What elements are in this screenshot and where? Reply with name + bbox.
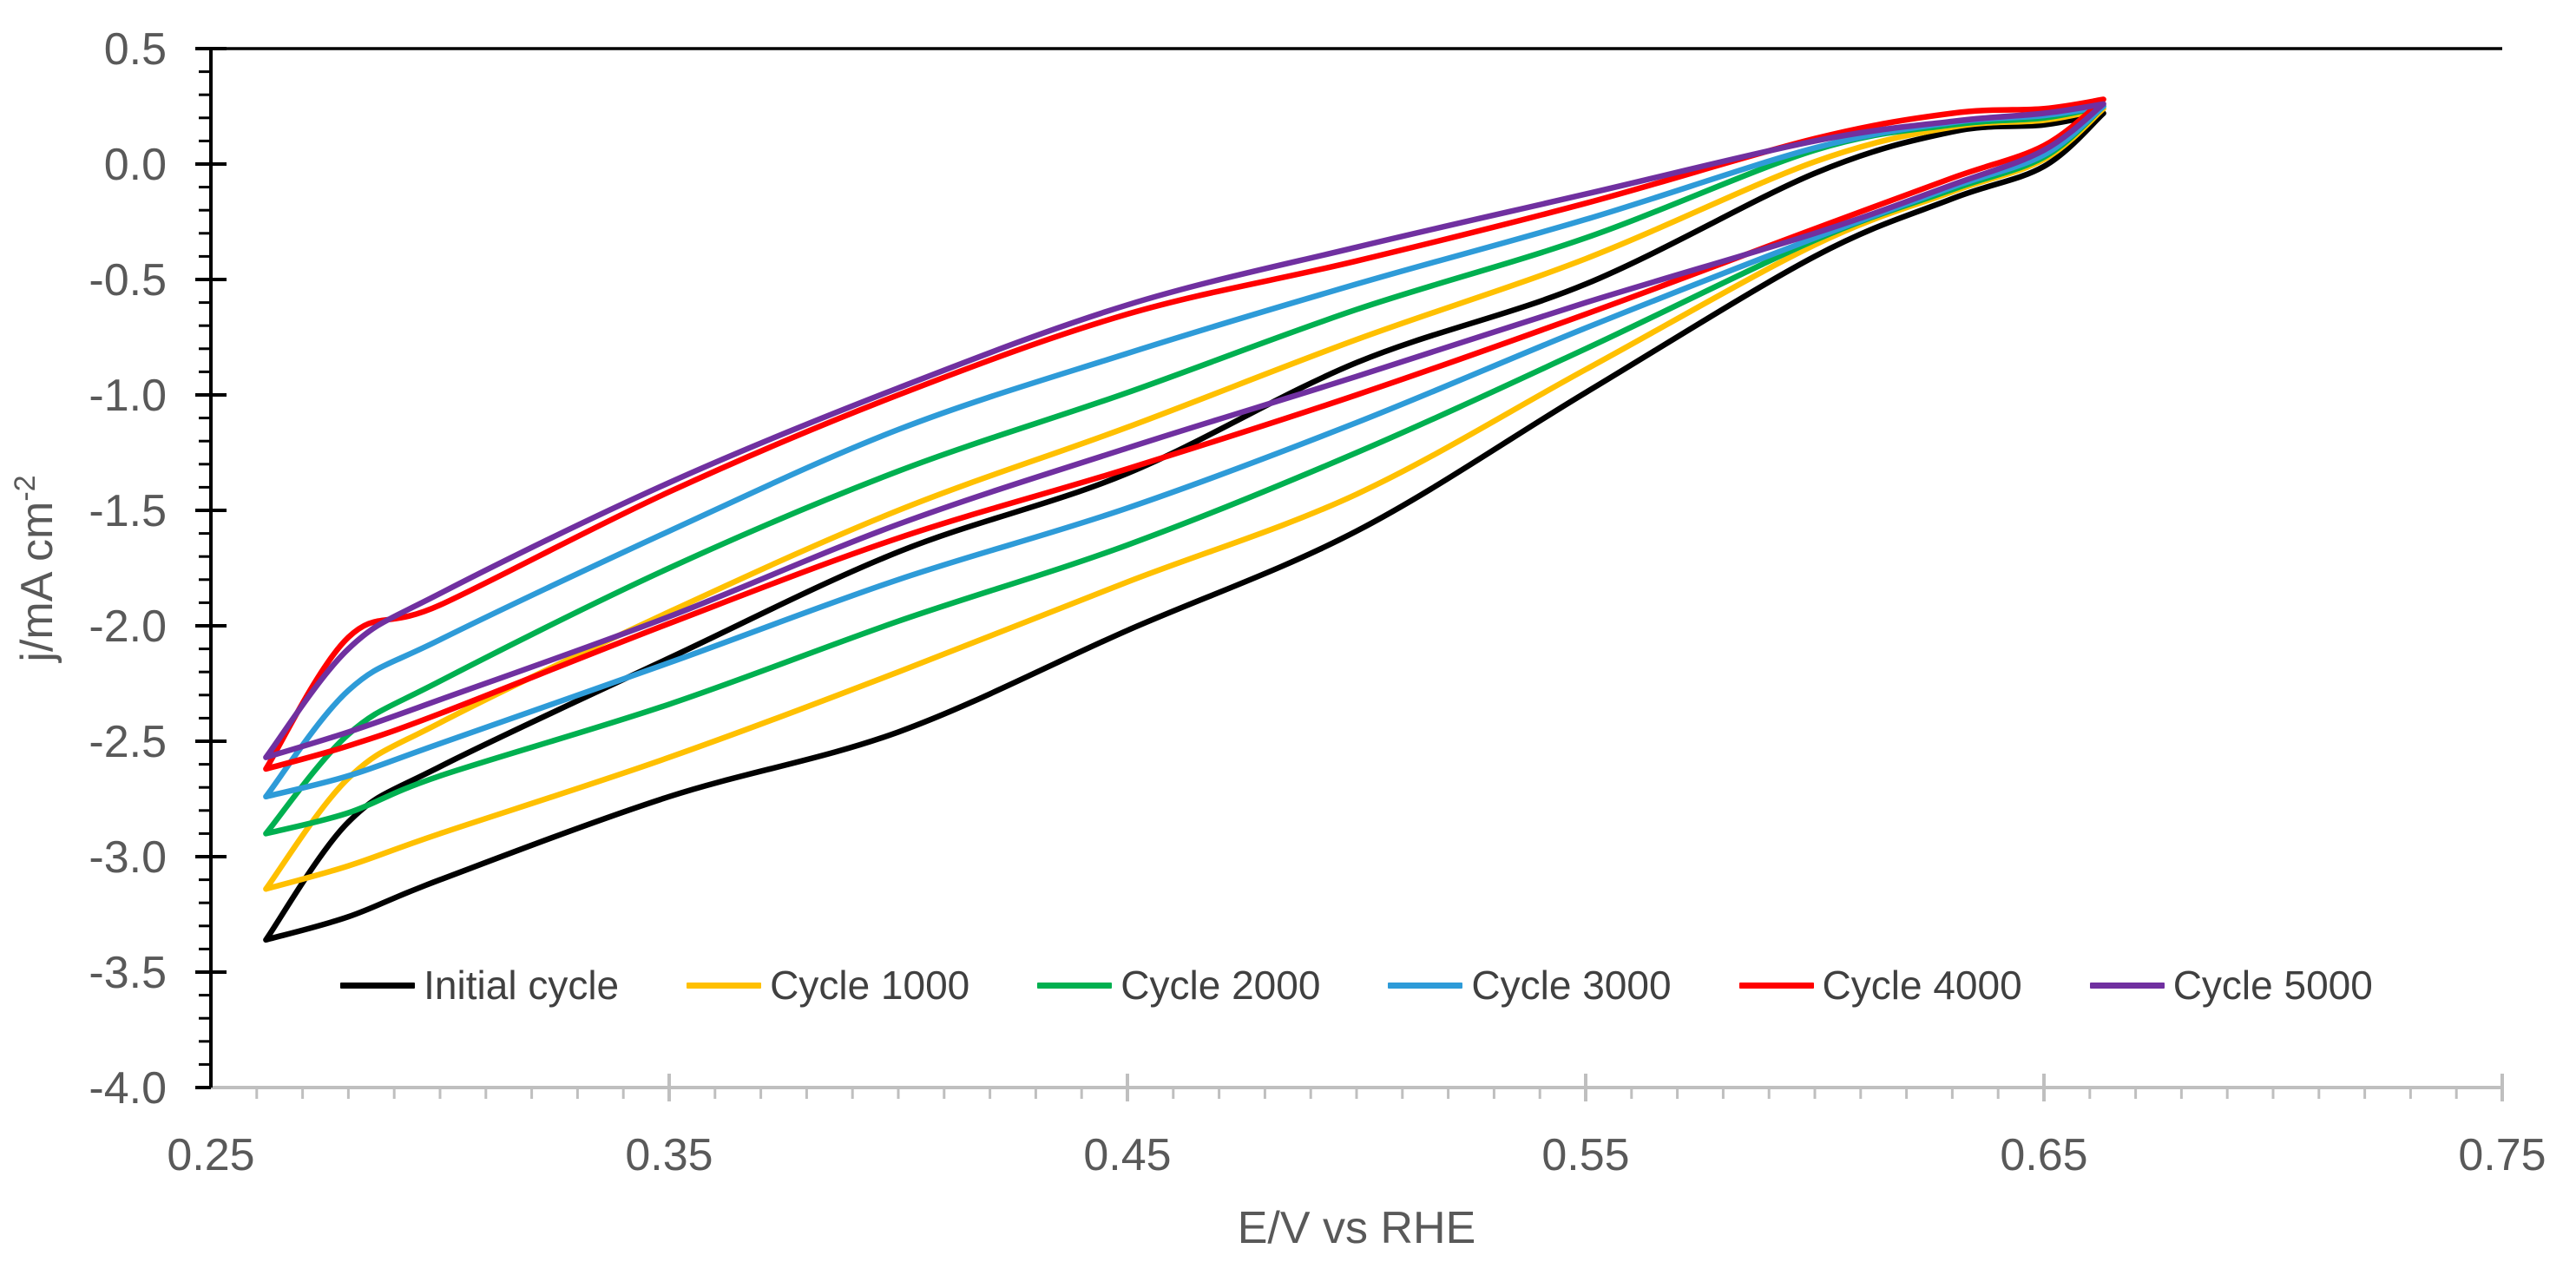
legend-line-swatch bbox=[2089, 982, 2165, 989]
y-axis-title: j/mA cm-2 bbox=[9, 475, 62, 663]
legend-label: Cycle 5000 bbox=[2172, 963, 2373, 1008]
y-tick-label: -2.0 bbox=[89, 601, 167, 652]
legend-line-swatch bbox=[1037, 982, 1113, 989]
curve-cycle-5000 bbox=[263, 101, 2106, 760]
y-tick-label: -0.5 bbox=[89, 255, 167, 306]
legend-item-cycle-3000: Cycle 3000 bbox=[1388, 963, 1672, 1008]
legend-label: Cycle 2000 bbox=[1120, 963, 1321, 1008]
x-tick-label: 0.65 bbox=[2000, 1130, 2087, 1180]
y-tick-label: 0.0 bbox=[104, 140, 167, 190]
x-tick-label: 0.35 bbox=[625, 1130, 713, 1180]
legend: Initial cycle Cycle 1000 Cycle 2000 Cycle 3… bbox=[211, 965, 2502, 1005]
y-tick-label: -1.0 bbox=[89, 371, 167, 421]
x-tick-label: 0.75 bbox=[2458, 1130, 2546, 1180]
legend-label: Cycle 4000 bbox=[1822, 963, 2022, 1008]
legend-item-initial-cycle: Initial cycle bbox=[340, 965, 619, 1005]
legend-line-swatch bbox=[1738, 982, 1814, 989]
legend-label: Initial cycle bbox=[424, 963, 620, 1008]
legend-label: Cycle 1000 bbox=[770, 963, 970, 1008]
y-tick-label: -2.5 bbox=[89, 717, 167, 767]
x-tick-label: 0.45 bbox=[1083, 1130, 1171, 1180]
legend-line-swatch bbox=[1388, 982, 1463, 989]
legend-item-cycle-1000: Cycle 1000 bbox=[687, 965, 969, 1005]
legend-line-swatch bbox=[687, 982, 762, 989]
curve-cycle-4000 bbox=[263, 96, 2106, 772]
x-tick-label: 0.25 bbox=[167, 1130, 254, 1180]
curve-cycle-2000 bbox=[263, 103, 2106, 837]
y-tick-label: -1.5 bbox=[89, 486, 167, 536]
y-tick-label: -4.0 bbox=[89, 1063, 167, 1114]
legend-item-cycle-2000: Cycle 2000 bbox=[1037, 965, 1320, 1005]
legend-line-swatch bbox=[340, 982, 416, 989]
y-tick-label: 0.5 bbox=[104, 24, 167, 75]
legend-label: Cycle 3000 bbox=[1471, 963, 1672, 1008]
y-tick-label: -3.0 bbox=[89, 832, 167, 883]
x-axis-title: E/V vs RHE bbox=[1238, 1203, 1476, 1253]
legend-item-cycle-4000: Cycle 4000 bbox=[1738, 963, 2022, 1008]
y-tick-label: -3.5 bbox=[89, 948, 167, 998]
legend-item-cycle-5000: Cycle 5000 bbox=[2089, 963, 2373, 1008]
x-tick-label: 0.55 bbox=[1541, 1130, 1629, 1180]
